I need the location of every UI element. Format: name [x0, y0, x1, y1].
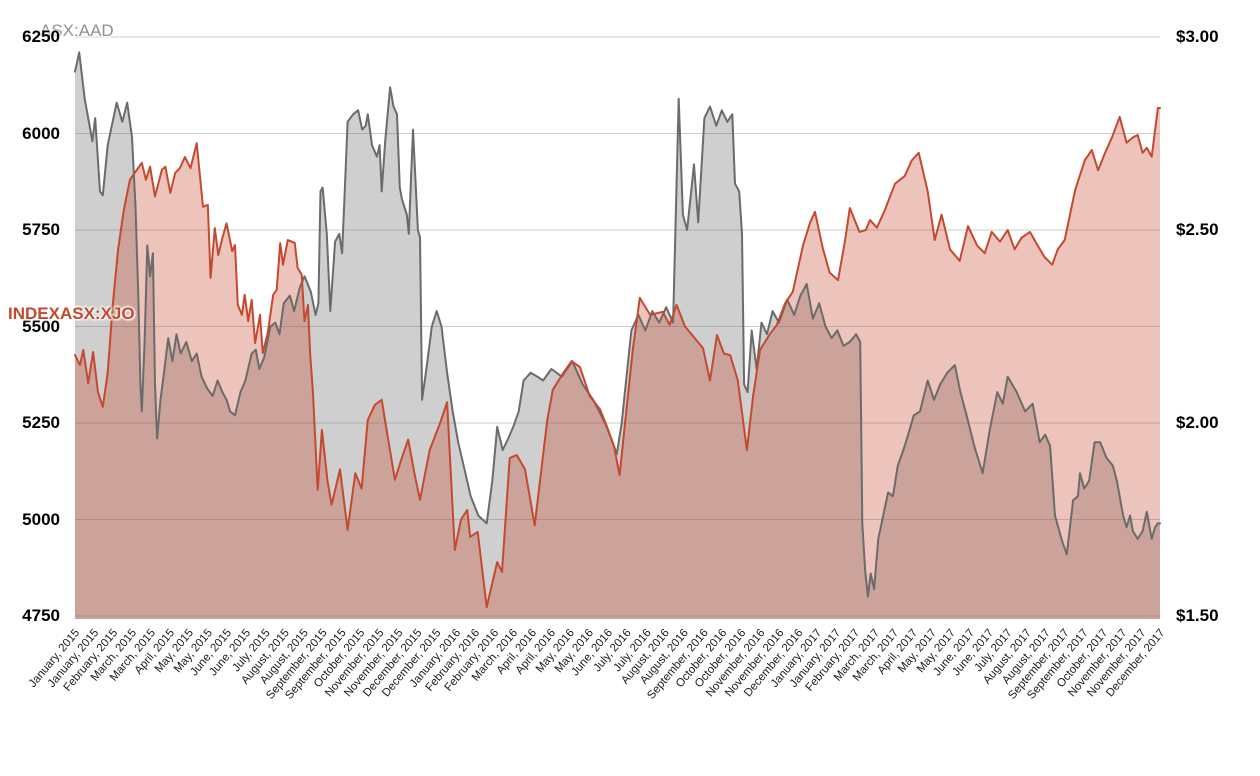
y-axis-label-left: 5000	[22, 510, 60, 529]
y-axis-label-left: 5250	[22, 413, 60, 432]
y-axis-label-left: 4750	[22, 606, 60, 625]
y-axis-label-right: $2.00	[1176, 413, 1219, 432]
series-line-aad[interactable]	[74, 51, 1161, 598]
y-axis-label-left: 5750	[22, 220, 60, 239]
y-axis-label-right: $1.50	[1176, 606, 1219, 625]
y-axis-label-right: $3.00	[1176, 27, 1219, 46]
y-axis-label-right: $2.50	[1176, 220, 1219, 239]
series-area-aad[interactable]	[75, 52, 1160, 619]
series-line-xjo[interactable]	[74, 107, 1161, 609]
series-label-asx-aad: ASX:AAD	[40, 21, 114, 40]
series-area-xjo[interactable]	[75, 108, 1160, 619]
y-axis-label-left: 6250	[22, 27, 60, 46]
y-axis-label-left: 6000	[22, 124, 60, 143]
series-label-indexasx-xjo: INDEXASX:XJO	[8, 304, 135, 323]
y-axis-label-left: 5500	[22, 317, 60, 336]
